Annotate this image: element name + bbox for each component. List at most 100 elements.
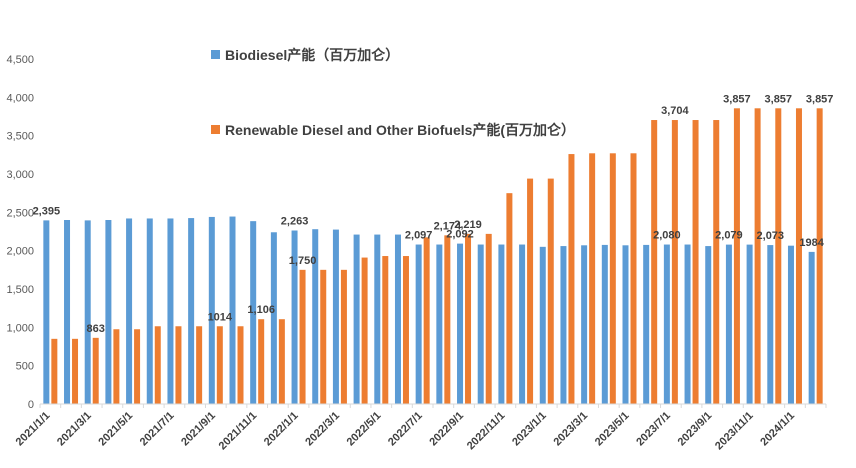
bar-biodiesel: [498, 244, 505, 404]
bars: [43, 108, 823, 405]
bar-biodiesel: [332, 229, 339, 404]
bar-renewable: [547, 178, 554, 404]
bar-renewable: [278, 319, 285, 404]
bar-biodiesel: [560, 246, 567, 404]
bar-renewable: [340, 269, 347, 404]
bar-biodiesel: [105, 220, 112, 404]
bar-biodiesel: [746, 244, 753, 404]
bar-biodiesel: [167, 218, 174, 404]
x-tick-label: 2022/1/1: [262, 410, 301, 449]
bar-renewable: [237, 326, 244, 404]
bar-renewable: [72, 338, 79, 404]
x-tick-label: 2023/9/1: [676, 410, 715, 449]
data-label: 2,079: [715, 230, 743, 242]
x-tick-label: 2023/1/1: [510, 410, 549, 449]
bar-renewable: [320, 269, 327, 404]
bar-biodiesel: [787, 245, 794, 404]
bar-biodiesel: [43, 220, 50, 404]
bar-renewable: [175, 326, 182, 404]
y-tick-label: 3,500: [6, 131, 34, 143]
bar-renewable: [630, 153, 637, 404]
x-tick-label: 2021/11/1: [217, 410, 260, 453]
bar-renewable: [713, 120, 720, 404]
x-tick-label: 2023/3/1: [551, 410, 590, 449]
data-label: 2,080: [653, 230, 681, 242]
bar-renewable: [816, 108, 823, 405]
bar-biodiesel: [519, 244, 526, 404]
data-label: 1984: [799, 237, 824, 249]
y-tick-label: 0: [28, 399, 34, 411]
x-axis: 2021/1/1 2021/3/1 2021/5/1 2021/7/1 2021/9/1…: [14, 404, 827, 453]
x-tick-label: 2024/1/1: [758, 410, 797, 449]
bar-biodiesel: [477, 244, 484, 404]
bar-biodiesel: [353, 234, 360, 404]
bar-renewable: [361, 257, 368, 404]
bar-renewable: [465, 233, 472, 404]
x-tick-label: 2022/9/1: [427, 410, 466, 449]
bar-renewable: [733, 108, 740, 405]
bar-biodiesel: [250, 221, 257, 404]
x-tick-label: 2021/3/1: [55, 410, 94, 449]
legend-item-renewable: Renewable Diesel and Other Biofuels产能(百万…: [211, 122, 575, 138]
bar-renewable: [258, 319, 265, 404]
bar-biodiesel: [436, 244, 443, 404]
bar-renewable: [795, 108, 802, 405]
legend-label-biodiesel: Biodiesel产能（百万加仑）: [225, 47, 399, 63]
data-labels: 2,395 2,263 2,097 2,092 2,080 2,079 2,073 1984 8…: [33, 93, 834, 335]
data-label: 2,263: [281, 216, 309, 228]
bar-biodiesel: [663, 244, 670, 404]
x-tick-label: 2022/5/1: [345, 410, 384, 449]
data-label: 2,395: [33, 205, 61, 217]
bar-renewable: [423, 237, 430, 404]
bar-biodiesel: [457, 243, 464, 404]
x-tick-label: 2022/7/1: [386, 410, 425, 449]
legend-label-renewable: Renewable Diesel and Other Biofuels产能(百万…: [225, 122, 575, 138]
bar-biodiesel: [415, 244, 422, 404]
data-label: 2,174: [434, 220, 462, 232]
x-tick-label: 2022/11/1: [465, 410, 508, 453]
bar-renewable: [154, 326, 161, 404]
bar-biodiesel: [539, 246, 546, 404]
y-axis: 0 500 1,000 1,500 2,000 2,500 3,000 3,500 4,000 4…: [6, 54, 34, 411]
bar-renewable: [485, 233, 492, 404]
bar-renewable: [402, 256, 409, 404]
bar-renewable: [671, 120, 678, 404]
legend-swatch-renewable: [211, 125, 220, 134]
x-tick-label: 2023/5/1: [593, 410, 632, 449]
bar-biodiesel: [188, 218, 195, 404]
bar-biodiesel: [767, 245, 774, 404]
x-tick-label: 2021/9/1: [179, 410, 218, 449]
x-tick-label: 2021/7/1: [138, 410, 177, 449]
bar-renewable: [692, 120, 699, 404]
bar-renewable: [113, 329, 120, 404]
x-tick-label: 2023/7/1: [634, 410, 673, 449]
data-label: 1,106: [247, 304, 275, 316]
bar-renewable: [299, 269, 306, 404]
data-label: 2,073: [757, 230, 785, 242]
bar-biodiesel: [808, 251, 815, 404]
bar-biodiesel: [270, 232, 277, 404]
y-tick-label: 4,000: [6, 92, 34, 104]
y-tick-label: 4,500: [6, 54, 34, 66]
y-tick-label: 2,500: [6, 207, 34, 219]
bar-biodiesel: [725, 244, 732, 404]
bar-biodiesel: [84, 220, 91, 404]
bar-biodiesel: [705, 246, 712, 404]
bar-renewable: [216, 326, 223, 404]
bar-renewable: [527, 178, 534, 404]
bar-biodiesel: [684, 244, 691, 404]
y-tick-label: 500: [16, 361, 34, 373]
data-label: 3,857: [723, 93, 751, 105]
bar-renewable: [382, 256, 389, 404]
y-tick-label: 1,500: [6, 284, 34, 296]
bar-biodiesel: [312, 229, 319, 404]
bar-biodiesel: [622, 245, 629, 404]
data-label: 3,857: [806, 93, 834, 105]
bar-biodiesel: [229, 216, 236, 404]
bar-renewable: [589, 153, 596, 404]
bar-renewable: [51, 338, 58, 404]
legend-swatch-biodiesel: [211, 50, 220, 59]
bar-biodiesel: [208, 216, 215, 404]
bar-biodiesel: [581, 245, 588, 404]
data-label: 863: [87, 323, 105, 335]
